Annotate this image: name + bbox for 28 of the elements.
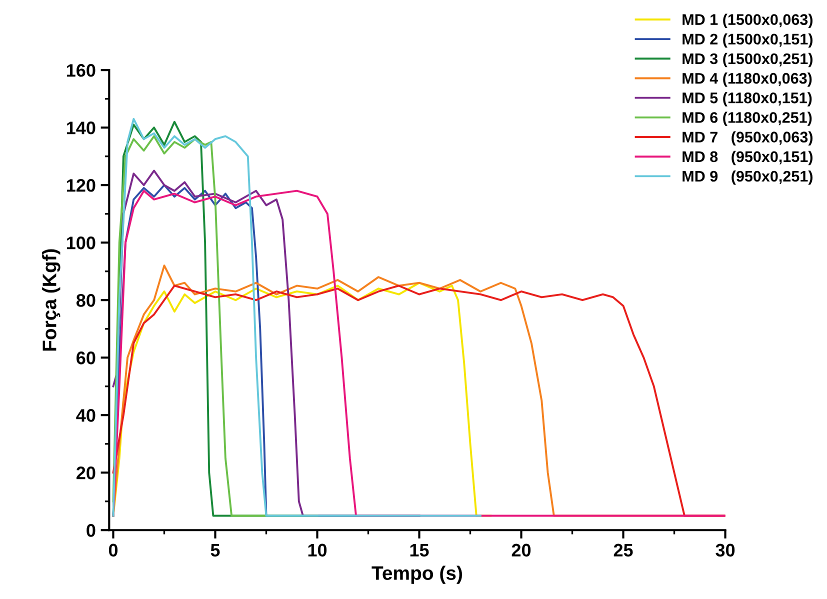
y-tick-label: 100 [66, 236, 96, 250]
y-axis-title: Força (Kgf) [42, 249, 60, 351]
line-series [112, 118, 482, 517]
x-tick-label: 10 [308, 544, 327, 557]
x-tick-label: 25 [614, 544, 633, 557]
legend-label: MD 1 (1500x0,063) [682, 14, 812, 28]
x-tick-label: 15 [410, 544, 429, 557]
legend-label: MD 9 (950x0,251) [682, 170, 812, 185]
x-tick-label: 0 [108, 544, 118, 557]
y-tick-label: 40 [76, 409, 96, 422]
legend-label: MD 7 (950x0,063) [682, 131, 812, 146]
y-tick-label: 80 [76, 294, 96, 307]
legend-label: MD 6 (1180x0,251) [682, 112, 812, 126]
y-tick-label: 20 [76, 466, 96, 480]
x-tick-label: 30 [716, 544, 735, 557]
legend-label: MD 2 (1500x0,151) [682, 33, 812, 48]
y-tick-label: 140 [66, 122, 96, 134]
y-tick-label: 120 [66, 179, 96, 192]
y-tick-label: 160 [66, 64, 96, 77]
y-tick-label: 60 [76, 352, 96, 364]
x-tick-label: 20 [512, 544, 531, 557]
y-tick-label: 0 [86, 524, 96, 537]
x-axis-title: Tempo (s) [372, 566, 462, 584]
legend-label: MD 5 (1180x0,151) [682, 92, 812, 106]
x-tick-label: 5 [210, 544, 220, 557]
legend-label: MD 4 (1180x0,063) [682, 72, 812, 87]
legend-label: MD 8 (950x0,151) [682, 150, 812, 166]
legend-label: MD 3 (1500x0,251) [682, 52, 812, 68]
